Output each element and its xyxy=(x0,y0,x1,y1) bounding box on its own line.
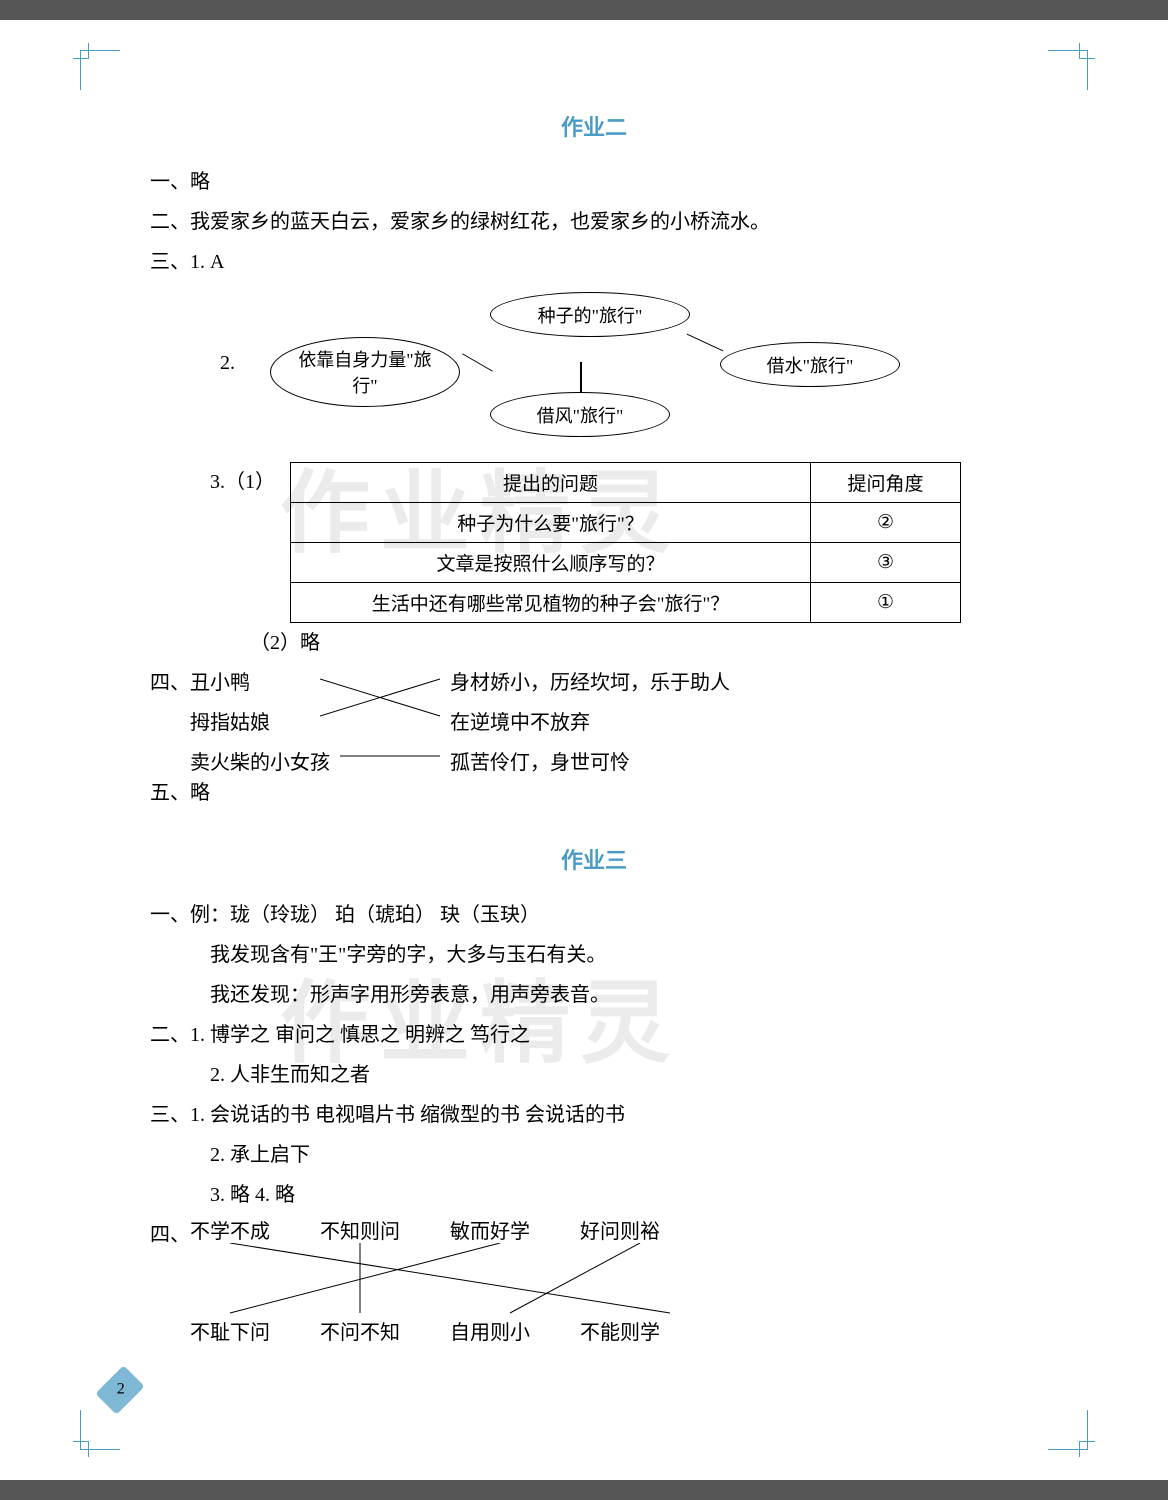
match-item: 卖火柴的小女孩 xyxy=(190,743,330,783)
corner-decoration xyxy=(1048,50,1088,90)
connector xyxy=(580,362,582,392)
table-cell: ③ xyxy=(811,543,961,583)
page-number: 2 xyxy=(106,1380,136,1398)
item-number: 3.（1） xyxy=(210,462,275,502)
match-item: 在逆境中不放弃 xyxy=(450,703,730,743)
answer-line: 我发现含有"王"字旁的字，大多与玉石有关。 xyxy=(210,935,1068,975)
answer-line: 一、例：珑（玲珑） 珀（琥珀） 玦（玉玦） xyxy=(150,895,1068,935)
table-row-wrapper: 3.（1） 提出的问题 提问角度 种子为什么要"旅行"？ ② 文章是按照什么顺序… xyxy=(210,462,1068,623)
match-lines xyxy=(190,1243,790,1323)
match-item: 身材娇小，历经坎坷，乐于助人 xyxy=(450,663,730,703)
item-number: 2. xyxy=(220,352,235,375)
match-item: 敏而好学 xyxy=(450,1215,530,1244)
answer-line: （2）略 xyxy=(250,623,1068,663)
match-item: 拇指姑娘 xyxy=(190,703,330,743)
section-title: 作业二 xyxy=(120,110,1068,142)
table-cell: ② xyxy=(811,503,961,543)
answer-line: 2. 人非生而知之者 xyxy=(210,1055,1068,1095)
match-item: 丑小鸭 xyxy=(190,663,330,703)
table-cell: 种子为什么要"旅行"？ xyxy=(291,503,811,543)
question-table: 提出的问题 提问角度 种子为什么要"旅行"？ ② 文章是按照什么顺序写的？ ③ … xyxy=(290,462,961,623)
answer-line: 三、1. 会说话的书 电视唱片书 缩微型的书 会说话的书 xyxy=(150,1095,1068,1135)
diagram-node: 借风"旅行" xyxy=(490,392,670,437)
table-header: 提问角度 xyxy=(811,463,961,503)
item-number: 四、 xyxy=(150,663,190,773)
answer-line: 二、1. 博学之 审问之 慎思之 明辨之 笃行之 xyxy=(150,1015,1068,1055)
page: 作业精灵 作业精灵 作业二 一、略 二、我爱家乡的蓝天白云，爱家乡的绿树红花，也… xyxy=(0,20,1168,1480)
match-item: 孤苦伶仃，身世可怜 xyxy=(450,743,730,783)
match-item: 不知则问 xyxy=(320,1215,400,1244)
matching-exercise: 不学不成 不知则问 敏而好学 好问则裕 不耻下问 不问不知 自用则小 不能则学 xyxy=(190,1215,1068,1345)
match-item: 不学不成 xyxy=(190,1215,270,1244)
diagram-node: 借水"旅行" xyxy=(720,342,900,387)
table-cell: ① xyxy=(811,583,961,623)
corner-decoration xyxy=(80,1410,120,1450)
answer-line: 我还发现：形声字用形旁表意，用声旁表音。 xyxy=(210,975,1068,1015)
corner-decoration xyxy=(1048,1410,1088,1450)
match-top-row: 不学不成 不知则问 敏而好学 好问则裕 xyxy=(190,1215,660,1244)
match-lines xyxy=(320,671,450,781)
connector xyxy=(462,353,493,371)
diagram-node-center: 种子的"旅行" xyxy=(490,292,690,337)
diagram-node: 依靠自身力量"旅行" xyxy=(270,337,460,407)
match-item: 好问则裕 xyxy=(580,1215,660,1244)
table-cell: 生活中还有哪些常见植物的种子会"旅行"？ xyxy=(291,583,811,623)
matching-exercise: 丑小鸭 拇指姑娘 卖火柴的小女孩 身材娇小，历经坎坷，乐于助人 在逆境中不放弃 … xyxy=(190,663,1068,773)
answer-line: 3. 略 4. 略 xyxy=(210,1175,1068,1215)
table-cell: 文章是按照什么顺序写的？ xyxy=(291,543,811,583)
match-right-column: 身材娇小，历经坎坷，乐于助人 在逆境中不放弃 孤苦伶仃，身世可怜 xyxy=(450,663,730,783)
answer-line: 三、1. A xyxy=(150,242,1068,282)
item-number: 四、 xyxy=(150,1215,190,1345)
answer-line: 2. 承上启下 xyxy=(210,1135,1068,1175)
answer-line: 一、略 xyxy=(150,162,1068,202)
connector xyxy=(687,334,724,352)
table-header: 提出的问题 xyxy=(291,463,811,503)
answer-line: 二、我爱家乡的蓝天白云，爱家乡的绿树红花，也爱家乡的小桥流水。 xyxy=(150,202,1068,242)
corner-decoration xyxy=(80,50,120,90)
concept-diagram: 2. 种子的"旅行" 依靠自身力量"旅行" 借风"旅行" 借水"旅行" xyxy=(180,292,1068,452)
section-title: 作业三 xyxy=(120,843,1068,875)
match-left-column: 丑小鸭 拇指姑娘 卖火柴的小女孩 xyxy=(190,663,330,783)
page-number-badge: 2 xyxy=(95,1365,144,1414)
